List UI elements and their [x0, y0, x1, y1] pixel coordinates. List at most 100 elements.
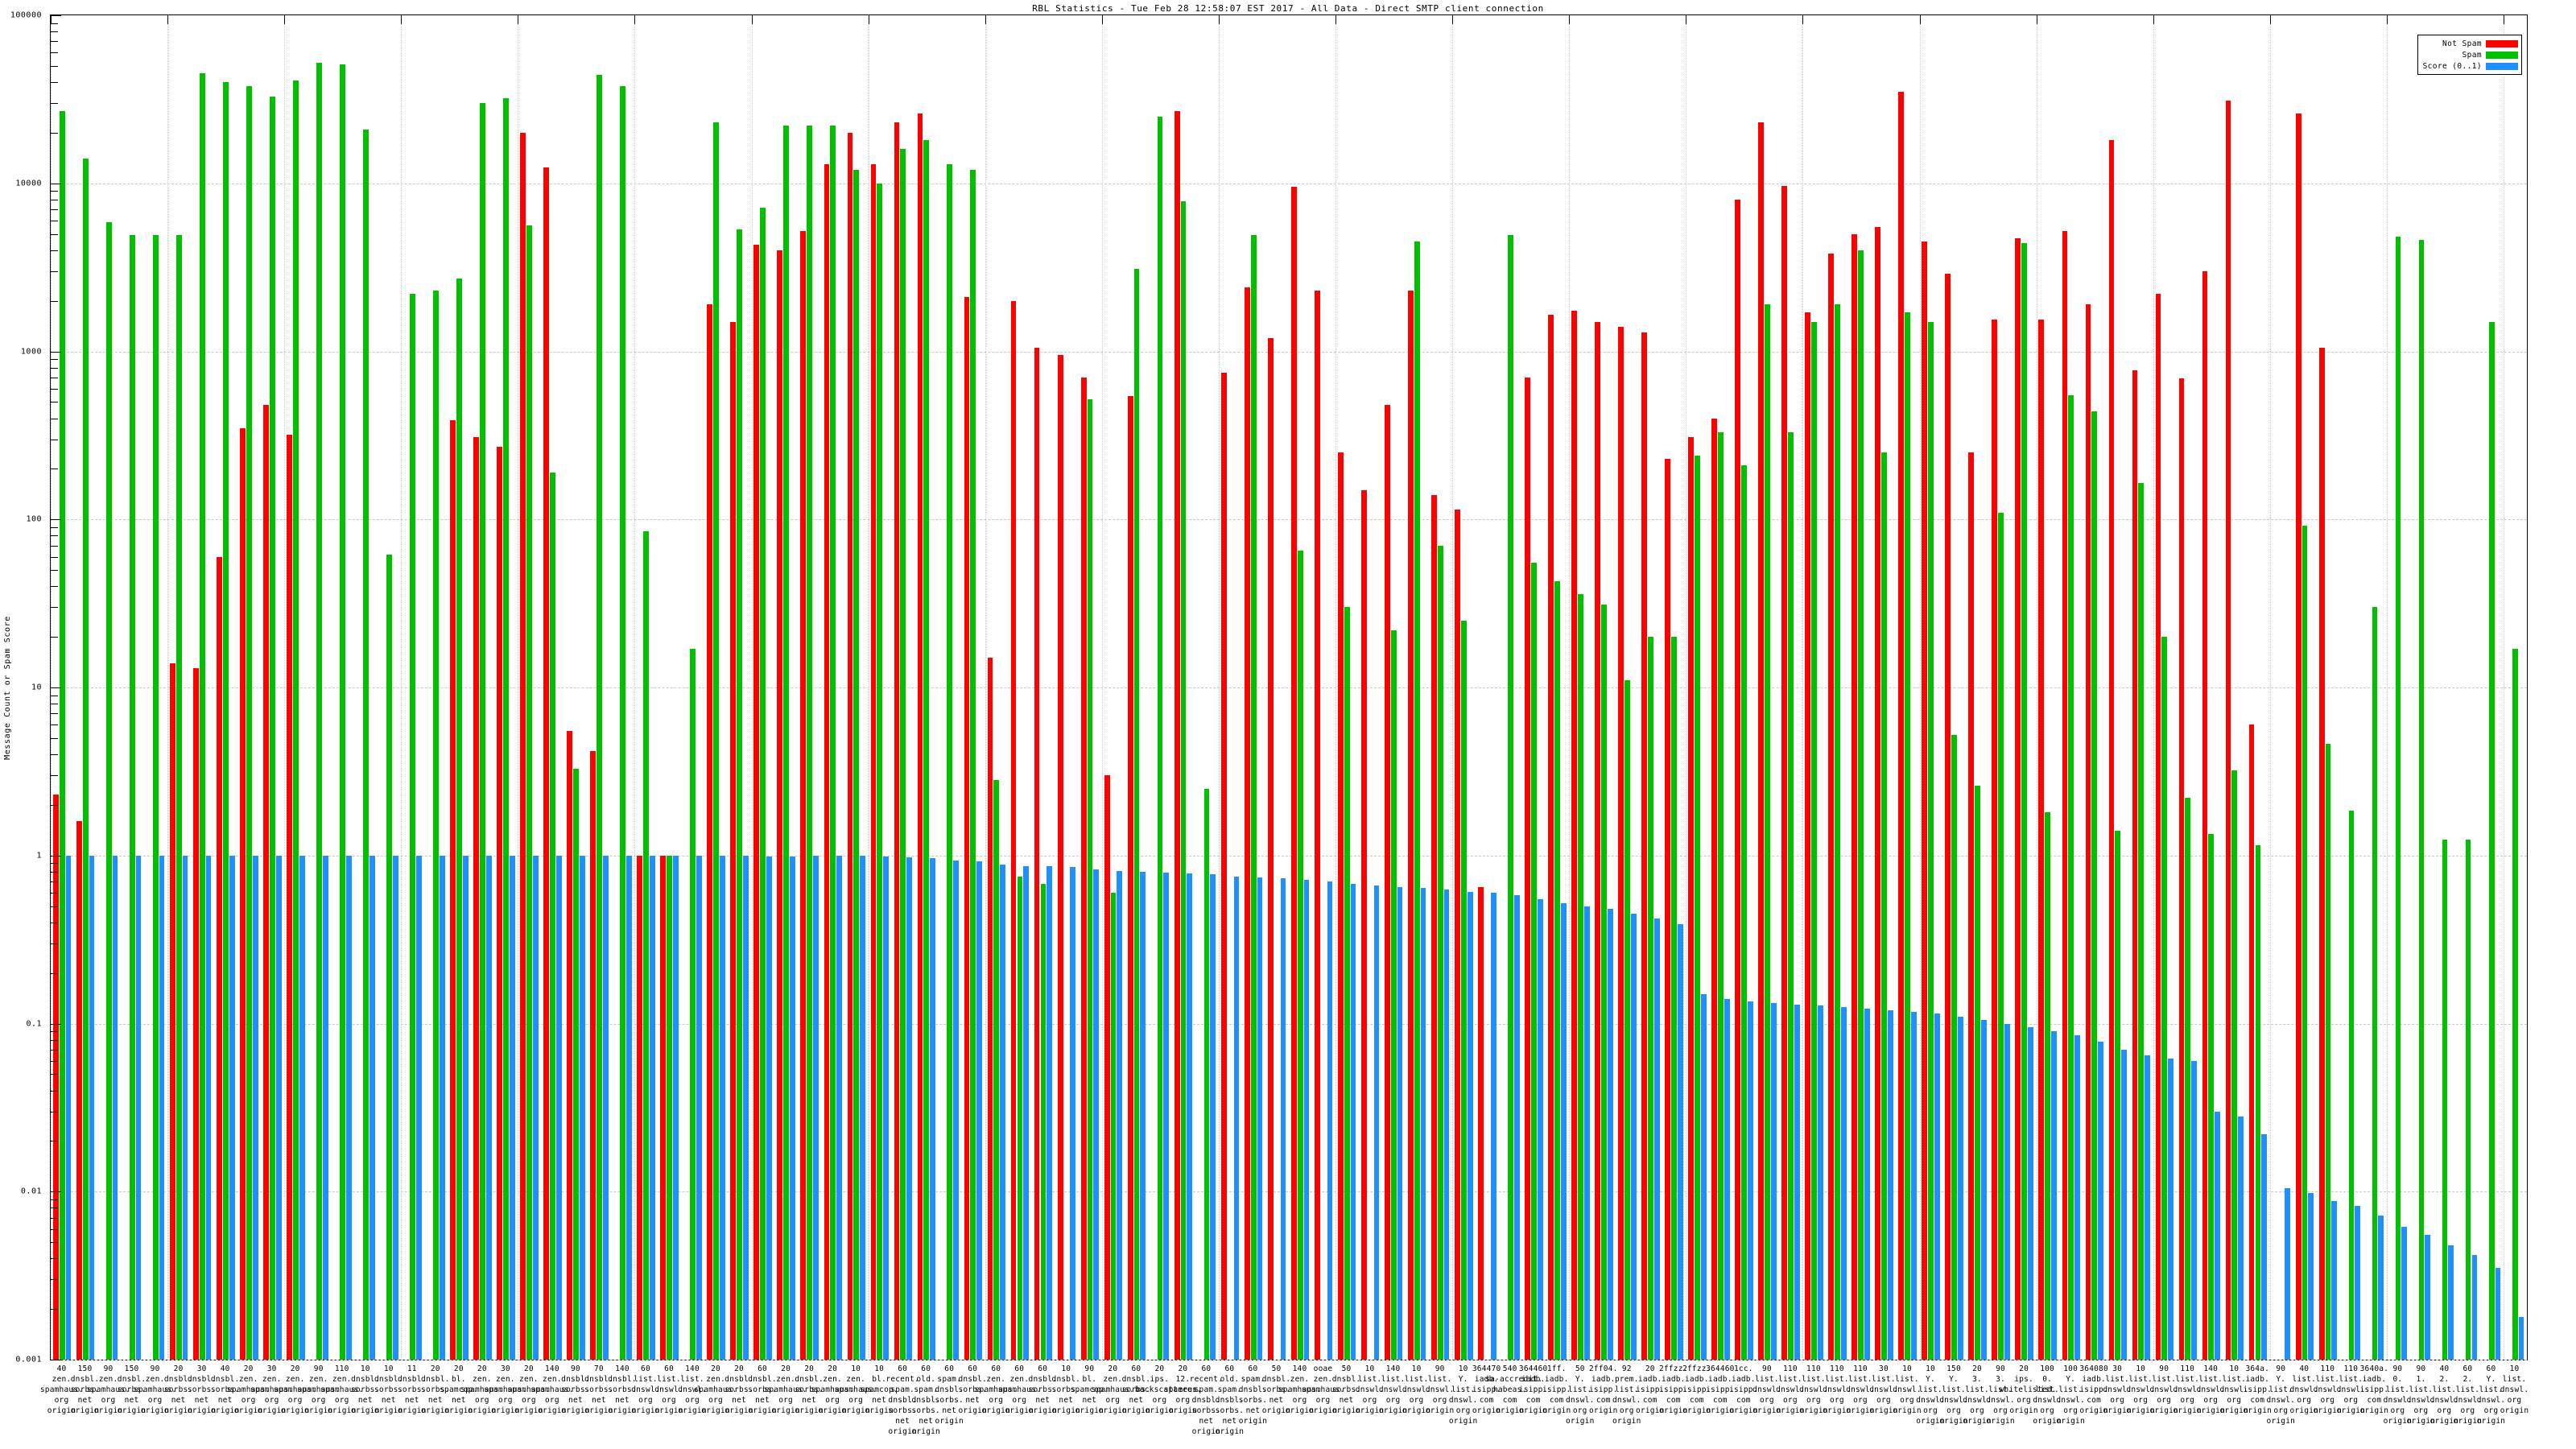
bar-group	[1639, 15, 1662, 1360]
x-axis-label-line: 60	[898, 1364, 908, 1373]
bar-score	[743, 855, 749, 1360]
bar-not-spam	[1711, 418, 1718, 1360]
bar-group	[1452, 15, 1476, 1360]
x-axis-tick-label: 10 dnsbl. sorbs. net origin	[1042, 1364, 1091, 1416]
bar-group	[2223, 15, 2247, 1360]
x-axis-label-line: 140	[2203, 1364, 2219, 1373]
x-axis-label-line: 110	[1806, 1364, 1821, 1373]
y-axis-minor-tick	[51, 1217, 58, 1219]
bar-spam	[246, 85, 252, 1360]
x-axis-tick-label: 10 list. dnswl. org origin	[2210, 1364, 2259, 1416]
x-axis-label-line: spamhaus.	[250, 1385, 294, 1394]
x-axis-label-line: 60	[2462, 1364, 2473, 1373]
x-axis-label-line: old.	[1220, 1375, 1240, 1384]
x-axis-label-line: list.	[2198, 1375, 2223, 1384]
y-axis-tick-label: 10	[31, 683, 42, 692]
bar-spam	[1858, 250, 1864, 1360]
x-axis-label-line: 364460	[1518, 1364, 1548, 1373]
x-axis-tick-label: 110 zen. spamhaus. org origin	[317, 1364, 366, 1416]
x-axis-label-line: origin	[1916, 1417, 1945, 1426]
y-axis-minor-tick	[51, 713, 58, 715]
x-axis-label-line: list.	[2432, 1385, 2457, 1394]
x-axis-label-line: 90	[2416, 1364, 2426, 1373]
bar-group	[2083, 15, 2107, 1360]
x-axis-label-line: 10	[1926, 1364, 1935, 1373]
x-axis-label-line: list.	[1965, 1385, 1989, 1394]
bar-spam	[386, 554, 392, 1360]
bar-score	[2191, 1060, 2198, 1360]
bar-spam	[316, 63, 322, 1360]
bar-not-spam	[1665, 458, 1670, 1360]
bar-group	[915, 15, 939, 1360]
x-axis-label-line: 20	[243, 1364, 254, 1373]
x-axis-label-line: 20	[453, 1364, 464, 1373]
bar-group	[1802, 15, 1826, 1360]
x-axis-label-line: dnsbl.	[350, 1375, 380, 1384]
bar-spam	[2045, 812, 2051, 1360]
bar-spam	[1811, 321, 1817, 1360]
x-axis-label-line: iadb.	[2082, 1375, 2106, 1384]
x-axis-label-line: dnswl.	[1355, 1385, 1385, 1394]
x-axis-label-line: 10	[851, 1364, 861, 1373]
bar-group	[1195, 15, 1219, 1360]
x-axis-label-line: origin	[210, 1406, 240, 1415]
x-axis-label-line: origin	[1893, 1406, 1922, 1415]
x-axis-label-line: origin	[1588, 1406, 1618, 1415]
x-axis-label-line: sorbs.	[608, 1385, 637, 1394]
x-axis-label-line: origin	[350, 1406, 380, 1415]
bar-score	[439, 855, 445, 1360]
y-axis-minor-tick	[51, 775, 58, 777]
x-axis-label-line: old.	[916, 1375, 936, 1384]
x-axis-label-line: org	[1292, 1396, 1307, 1405]
bar-group	[1990, 15, 2013, 1360]
x-axis-label-line: dnsbl.	[911, 1396, 940, 1405]
bar-not-spam	[847, 132, 853, 1360]
x-axis-label-line: sorbs.	[561, 1385, 590, 1394]
x-axis-label-line: origin	[678, 1406, 707, 1415]
x-axis-label-line: recent.	[886, 1375, 919, 1384]
x-axis-label-line: list.	[1895, 1375, 1919, 1384]
bar-group	[1546, 15, 1569, 1360]
bar-score	[1187, 873, 1193, 1360]
x-axis-label-line: dnsbl.	[958, 1375, 987, 1384]
x-axis-label-line: list.	[1404, 1375, 1429, 1384]
x-axis-label-line: 60	[1248, 1364, 1258, 1373]
x-axis-tick-label: 50 dnsbl. sorbs. net origin	[1252, 1364, 1301, 1416]
bar-not-spam	[2038, 319, 2045, 1360]
bar-group	[1429, 15, 1452, 1360]
y-axis-tick-label: 0.01	[20, 1187, 42, 1196]
x-axis-label-line: org	[1105, 1396, 1121, 1405]
bar-group	[1779, 15, 1802, 1360]
y-axis-tick-label: 100	[26, 514, 42, 524]
x-axis-label-line: origin	[1636, 1406, 1665, 1415]
x-axis-label-line: origin	[2336, 1406, 2366, 1415]
vertical-gridline	[2153, 15, 2154, 1360]
x-axis-label-line: dnswl.	[2219, 1385, 2249, 1394]
x-axis-tick-label: 90 zen. spamhaus. org origin	[84, 1364, 133, 1416]
x-axis-label-line: dnswl.	[1893, 1385, 1922, 1394]
bar-group	[1732, 15, 1756, 1360]
bar-spam	[1554, 580, 1560, 1360]
x-axis-tick-label: 10 list. dnswl. org origin	[1345, 1364, 1394, 1416]
x-axis-tick-label: 364460 iadb. isipp. com origin	[1695, 1364, 1744, 1416]
y-axis-minor-tick	[51, 1060, 58, 1062]
x-axis-label-line: dnsbl.	[398, 1375, 427, 1384]
bar-score	[650, 855, 655, 1360]
bar-score	[1981, 1020, 1987, 1360]
bar-score	[2308, 1193, 2314, 1360]
x-axis-label-line: origin	[818, 1406, 847, 1415]
x-axis-label-line: org	[2203, 1396, 2219, 1405]
x-axis-tick-label: 90 bl. spamcop. net origin	[1065, 1364, 1114, 1416]
bar-score	[1046, 866, 1053, 1360]
vertical-gridline	[401, 15, 402, 1360]
bar-not-spam	[1384, 405, 1390, 1360]
bar-group	[308, 15, 331, 1360]
x-axis-label-line: Y.	[1949, 1375, 1959, 1384]
y-axis-minor-tick	[51, 191, 58, 192]
bar-spam	[152, 235, 159, 1360]
bar-layer	[51, 15, 2527, 1360]
x-axis-tick	[1101, 15, 1103, 24]
y-axis-minor-tick	[51, 1074, 58, 1075]
x-axis-label-line: net	[802, 1396, 816, 1405]
x-axis-label-line: origin	[1495, 1406, 1525, 1415]
